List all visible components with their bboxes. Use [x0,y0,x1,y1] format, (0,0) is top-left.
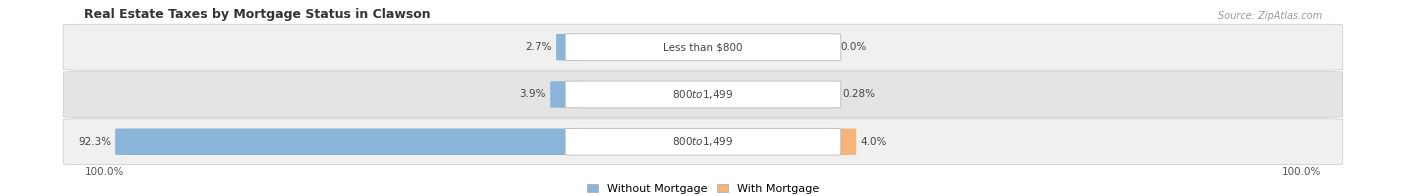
Text: 4.0%: 4.0% [860,137,887,147]
FancyBboxPatch shape [565,34,841,61]
Text: $800 to $1,499: $800 to $1,499 [672,135,734,148]
Text: Source: ZipAtlas.com: Source: ZipAtlas.com [1218,11,1322,21]
Text: 100.0%: 100.0% [1282,167,1322,177]
Text: $800 to $1,499: $800 to $1,499 [672,88,734,101]
Text: 3.9%: 3.9% [520,89,546,99]
Text: Less than $800: Less than $800 [664,42,742,52]
Text: 2.7%: 2.7% [526,42,553,52]
FancyBboxPatch shape [115,129,583,155]
Text: 0.28%: 0.28% [842,89,875,99]
Text: Real Estate Taxes by Mortgage Status in Clawson: Real Estate Taxes by Mortgage Status in … [84,8,432,21]
FancyBboxPatch shape [557,34,583,60]
FancyBboxPatch shape [550,81,583,108]
FancyBboxPatch shape [565,128,841,155]
Text: 0.0%: 0.0% [841,42,868,52]
Text: 100.0%: 100.0% [84,167,124,177]
FancyBboxPatch shape [823,129,856,155]
FancyBboxPatch shape [63,72,1343,117]
FancyBboxPatch shape [63,119,1343,165]
FancyBboxPatch shape [565,81,841,108]
FancyBboxPatch shape [63,24,1343,70]
Text: 92.3%: 92.3% [77,137,111,147]
Legend: Without Mortgage, With Mortgage: Without Mortgage, With Mortgage [588,184,818,194]
